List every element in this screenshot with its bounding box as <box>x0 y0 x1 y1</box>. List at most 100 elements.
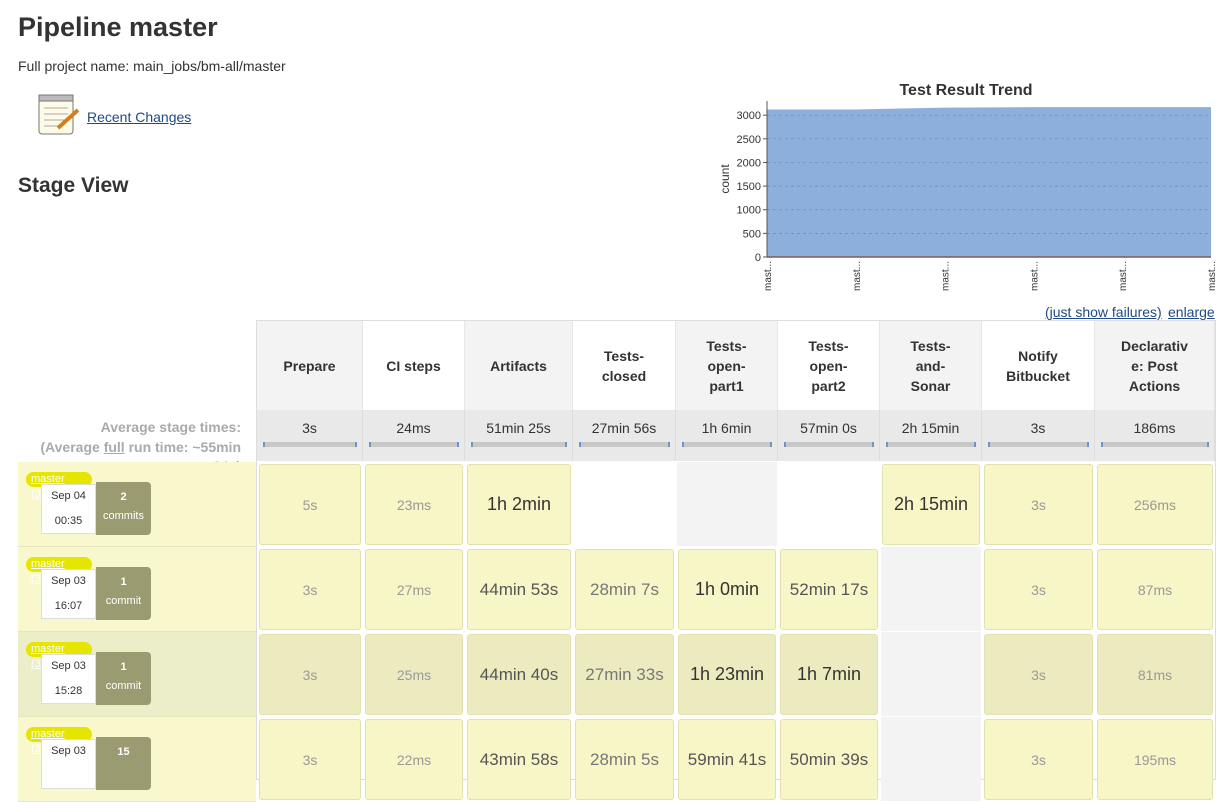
stage-cell[interactable]: 44min 40s <box>467 634 571 715</box>
empty-stage-cell <box>779 462 879 546</box>
test-count-area <box>767 107 1211 258</box>
stage-cell[interactable]: 1h 0min <box>678 549 776 630</box>
run-date: Sep 03 <box>51 660 86 672</box>
full-project-name: Full project name: main_jobs/bm-all/mast… <box>18 58 286 74</box>
stage-average: 2h 15min <box>880 410 982 461</box>
stage-cell[interactable]: 50min 39s <box>780 719 878 800</box>
date-box: Sep 03 15:28 <box>41 654 96 704</box>
stage-cell[interactable]: 27min 33s <box>575 634 674 715</box>
average-label: Average stage times: <box>100 419 241 435</box>
commits-count: 15 <box>117 746 130 758</box>
date-box: Sep 03 16:07 <box>41 569 96 619</box>
x-tick-label: mast... <box>1207 261 1218 291</box>
stage-cell[interactable]: 59min 41s <box>678 719 776 800</box>
average-bar <box>471 442 567 447</box>
stage-cell[interactable]: 2h 15min <box>882 464 980 545</box>
commits-box[interactable]: 1 commit <box>96 567 151 620</box>
stage-header: Artifacts <box>465 321 573 410</box>
stage-cell[interactable]: 27ms <box>365 549 463 630</box>
run-time: 15:28 <box>54 685 83 697</box>
y-tick-label: 1500 <box>737 181 761 193</box>
stage-header: Tests-and-Sonar <box>880 321 982 410</box>
y-tick-label: 1000 <box>737 205 761 217</box>
stage-cell[interactable]: 3s <box>259 719 361 800</box>
stage-header: Declarative: Post Actions <box>1095 321 1215 410</box>
stage-cell[interactable]: 81ms <box>1097 634 1213 715</box>
stage-cell[interactable]: 23ms <box>365 464 463 545</box>
run-date: Sep 04 <box>51 490 86 502</box>
empty-stage-cell <box>881 632 981 716</box>
stage-average: 27min 56s <box>573 410 676 461</box>
stage-cell[interactable]: 44min 53s <box>467 549 571 630</box>
empty-stage-cell <box>881 547 981 631</box>
commits-count: 1 <box>120 576 127 588</box>
y-axis-label: count <box>718 164 732 194</box>
x-tick-label: mast... <box>852 261 863 291</box>
run-date: Sep 03 <box>51 575 86 587</box>
chart-title: Test Result Trend <box>899 82 1032 99</box>
stage-average: 57min 0s <box>778 410 880 461</box>
stage-cell[interactable]: 1h 7min <box>780 634 878 715</box>
x-tick-label: mast... <box>1118 261 1129 291</box>
x-tick-label: mast... <box>1029 261 1040 291</box>
stage-cell[interactable]: 43min 58s <box>467 719 571 800</box>
notepad-icon <box>38 94 80 135</box>
stage-cell[interactable]: 52min 17s <box>780 549 878 630</box>
stage-average: 24ms <box>363 410 465 461</box>
stage-header: CI steps <box>363 321 465 410</box>
commits-box[interactable]: 1 commit <box>96 652 151 705</box>
stage-average: 51min 25s <box>465 410 573 461</box>
y-tick-label: 2500 <box>737 134 761 146</box>
date-box: Sep 03 <box>41 739 96 789</box>
stage-cell[interactable]: 28min 7s <box>575 549 674 630</box>
x-tick-label: mast... <box>941 261 952 291</box>
page-title: Pipeline master <box>18 12 218 42</box>
stage-cell[interactable]: 256ms <box>1097 464 1213 545</box>
average-bar <box>784 442 874 447</box>
stage-header: Tests-closed <box>573 321 676 410</box>
date-box: Sep 04 00:35 <box>41 484 96 534</box>
run-date: Sep 03 <box>51 745 86 757</box>
average-text: (Average <box>40 439 104 455</box>
stage-cell[interactable]: 22ms <box>365 719 463 800</box>
just-show-failures-link[interactable]: (just show failures) <box>1045 304 1162 320</box>
empty-stage-cell <box>677 462 777 546</box>
stage-cell[interactable]: 25ms <box>365 634 463 715</box>
y-tick-label: 500 <box>743 228 761 240</box>
stage-average: 3s <box>257 410 363 461</box>
stage-view-title: Stage View <box>18 174 129 197</box>
stage-header: Notify Bitbucket <box>982 321 1095 410</box>
y-tick-label: 3000 <box>737 110 761 122</box>
stage-cell[interactable]: 1h 2min <box>467 464 571 545</box>
commits-box[interactable]: 2 commits <box>96 482 151 535</box>
full-link[interactable]: full <box>103 439 125 455</box>
stage-cell[interactable]: 3s <box>984 719 1093 800</box>
x-tick-label: mast... <box>763 261 774 291</box>
commits-box[interactable]: 15 <box>96 737 151 790</box>
stage-cell[interactable]: 1h 23min <box>678 634 776 715</box>
empty-stage-cell <box>881 717 981 801</box>
stage-cell[interactable]: 28min 5s <box>575 719 674 800</box>
stage-cell[interactable]: 3s <box>984 549 1093 630</box>
stage-header: Tests-open-part2 <box>778 321 880 410</box>
stage-cell[interactable]: 87ms <box>1097 549 1213 630</box>
stage-cell[interactable]: 3s <box>984 464 1093 545</box>
commits-count: 2 <box>120 491 127 503</box>
stage-header: Prepare <box>257 321 363 410</box>
stage-average: 3s <box>982 410 1095 461</box>
stage-cell[interactable]: 3s <box>984 634 1093 715</box>
trend-chart: Test Result Trend count 0 500 1000 1500 2000… <box>718 82 1218 291</box>
commits-label: commits <box>103 510 144 522</box>
average-bar <box>988 442 1089 447</box>
page: {"header": {"title": "Pipeline master", … <box>18 12 1218 802</box>
stage-cell[interactable]: 3s <box>259 634 361 715</box>
recent-changes-link[interactable]: Recent Changes <box>87 109 192 125</box>
commits-label: commit <box>105 595 142 607</box>
average-bar <box>579 442 670 447</box>
commits-count: 1 <box>120 661 127 673</box>
enlarge-link[interactable]: enlarge <box>1168 304 1215 320</box>
average-bar <box>263 442 357 447</box>
stage-cell[interactable]: 5s <box>259 464 361 545</box>
stage-cell[interactable]: 195ms <box>1097 719 1213 800</box>
stage-cell[interactable]: 3s <box>259 549 361 630</box>
